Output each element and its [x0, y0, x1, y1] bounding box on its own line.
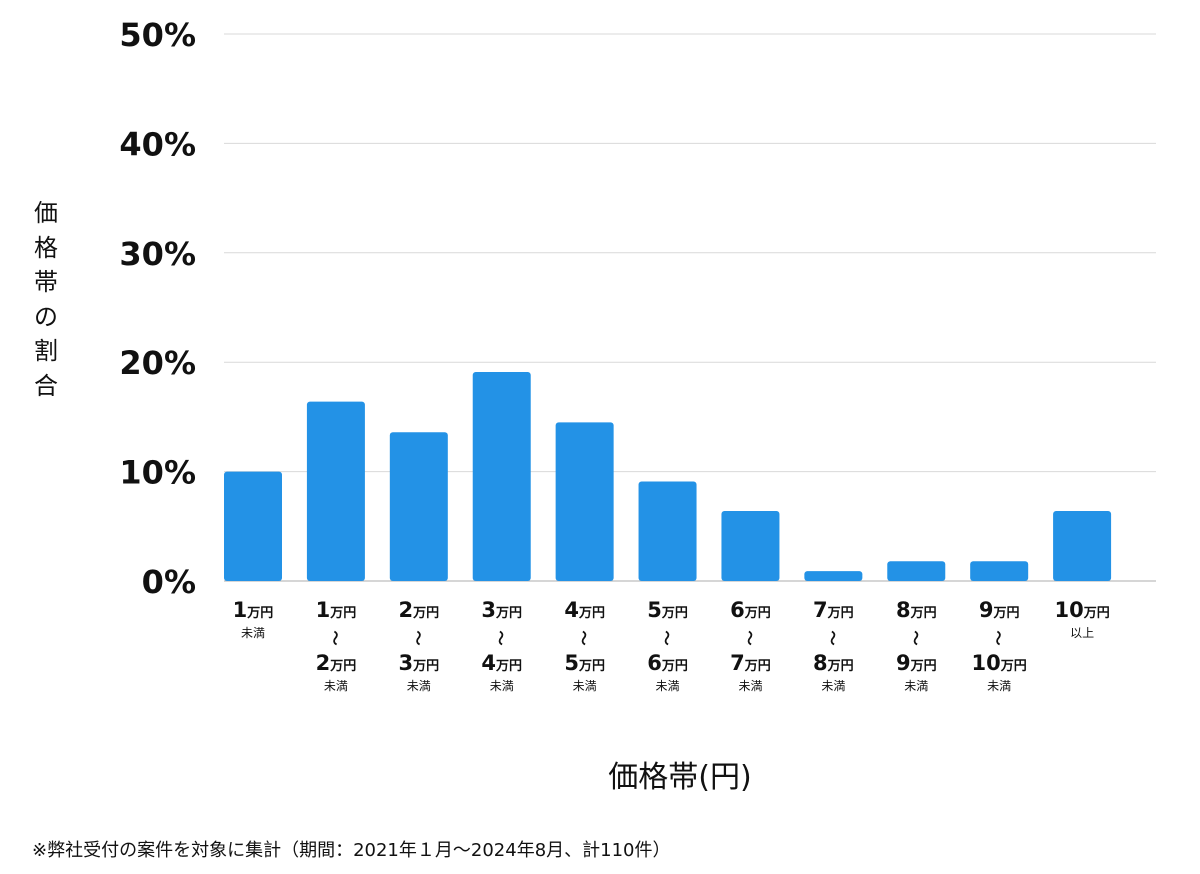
- bar: [389, 432, 448, 581]
- x-tick-value: 9万円: [979, 598, 1020, 622]
- x-tick-value: 3万円: [481, 598, 522, 622]
- x-tick-value: 4万円: [481, 651, 522, 675]
- x-tick-value: 10万円: [1054, 598, 1109, 622]
- y-axis-label-char: 合: [34, 371, 58, 400]
- x-tick-range-mark: 〜: [823, 630, 841, 645]
- x-tick-note: 未満: [987, 679, 1011, 693]
- x-tick-range-mark: 〜: [989, 630, 1007, 645]
- x-axis-ticks: 1万円未満1万円〜2万円未満2万円〜3万円未満3万円〜4万円未満4万円〜5万円未…: [233, 598, 1110, 693]
- x-tick-note: 以上: [1070, 626, 1094, 640]
- x-tick-note: 未満: [656, 679, 680, 693]
- bar: [970, 561, 1029, 581]
- x-tick-range-mark: 〜: [575, 630, 593, 645]
- x-tick-value: 1万円: [233, 598, 274, 622]
- y-axis-label-char: 価: [34, 199, 58, 227]
- x-tick-note: 未満: [241, 626, 265, 640]
- y-axis-label-char: 割: [34, 337, 58, 365]
- y-tick-label: 40%: [119, 125, 196, 163]
- y-axis-label-char: 帯: [34, 268, 58, 296]
- y-tick-label: 30%: [119, 235, 196, 273]
- x-tick-value: 5万円: [647, 598, 688, 622]
- y-axis-ticks: 0% 10% 20% 30% 40% 50%: [119, 16, 196, 601]
- y-tick-label: 20%: [119, 344, 196, 382]
- x-tick-note: 未満: [904, 679, 928, 693]
- bar: [804, 571, 863, 581]
- bar: [638, 481, 697, 581]
- bar: [721, 510, 780, 581]
- bar: [224, 471, 282, 581]
- x-tick-note: 未満: [573, 679, 597, 693]
- x-tick-value: 5万円: [564, 651, 605, 675]
- x-tick-range-mark: 〜: [740, 630, 758, 645]
- x-tick-value: 7万円: [813, 598, 854, 622]
- y-axis-label-char: 格: [34, 233, 58, 262]
- x-tick-note: 未満: [490, 679, 514, 693]
- y-axis-label-char: の: [34, 302, 58, 331]
- x-tick-note: 未満: [324, 679, 348, 693]
- bar: [1053, 510, 1112, 581]
- bar: [887, 561, 946, 581]
- y-tick-label: 10%: [119, 454, 196, 492]
- x-tick-range-mark: 〜: [326, 630, 344, 645]
- x-tick-range-mark: 〜: [658, 630, 676, 645]
- x-tick-note: 未満: [821, 679, 845, 693]
- x-axis-label: 価格帯(円): [608, 760, 752, 795]
- x-tick-value: 6万円: [730, 598, 771, 622]
- x-tick-value: 6万円: [647, 651, 688, 675]
- footnote: ※弊社受付の案件を対象に集計（期間：2021年１月〜2024年8月、計110件）: [32, 840, 671, 861]
- x-tick-value: 2万円: [316, 651, 357, 675]
- x-tick-note: 未満: [738, 679, 762, 693]
- y-tick-label: 50%: [119, 16, 196, 54]
- x-tick-value: 1万円: [316, 598, 357, 622]
- y-axis-label: 価格帯の割合: [28, 196, 64, 403]
- x-tick-range-mark: 〜: [492, 630, 510, 645]
- x-tick-value: 10万円: [972, 651, 1027, 675]
- x-tick-note: 未満: [407, 679, 431, 693]
- x-tick-value: 8万円: [813, 651, 854, 675]
- x-tick-value: 9万円: [896, 651, 937, 675]
- bars: [224, 372, 1112, 581]
- bar: [555, 422, 614, 581]
- x-tick-value: 4万円: [564, 598, 605, 622]
- x-tick-value: 3万円: [398, 651, 439, 675]
- x-tick-value: 8万円: [896, 598, 937, 622]
- bar: [472, 372, 531, 581]
- x-tick-range-mark: 〜: [409, 630, 427, 645]
- x-tick-value: 2万円: [398, 598, 439, 622]
- x-tick-range-mark: 〜: [906, 630, 924, 645]
- bar: [306, 401, 365, 581]
- y-tick-label: 0%: [142, 563, 196, 601]
- x-tick-value: 7万円: [730, 651, 771, 675]
